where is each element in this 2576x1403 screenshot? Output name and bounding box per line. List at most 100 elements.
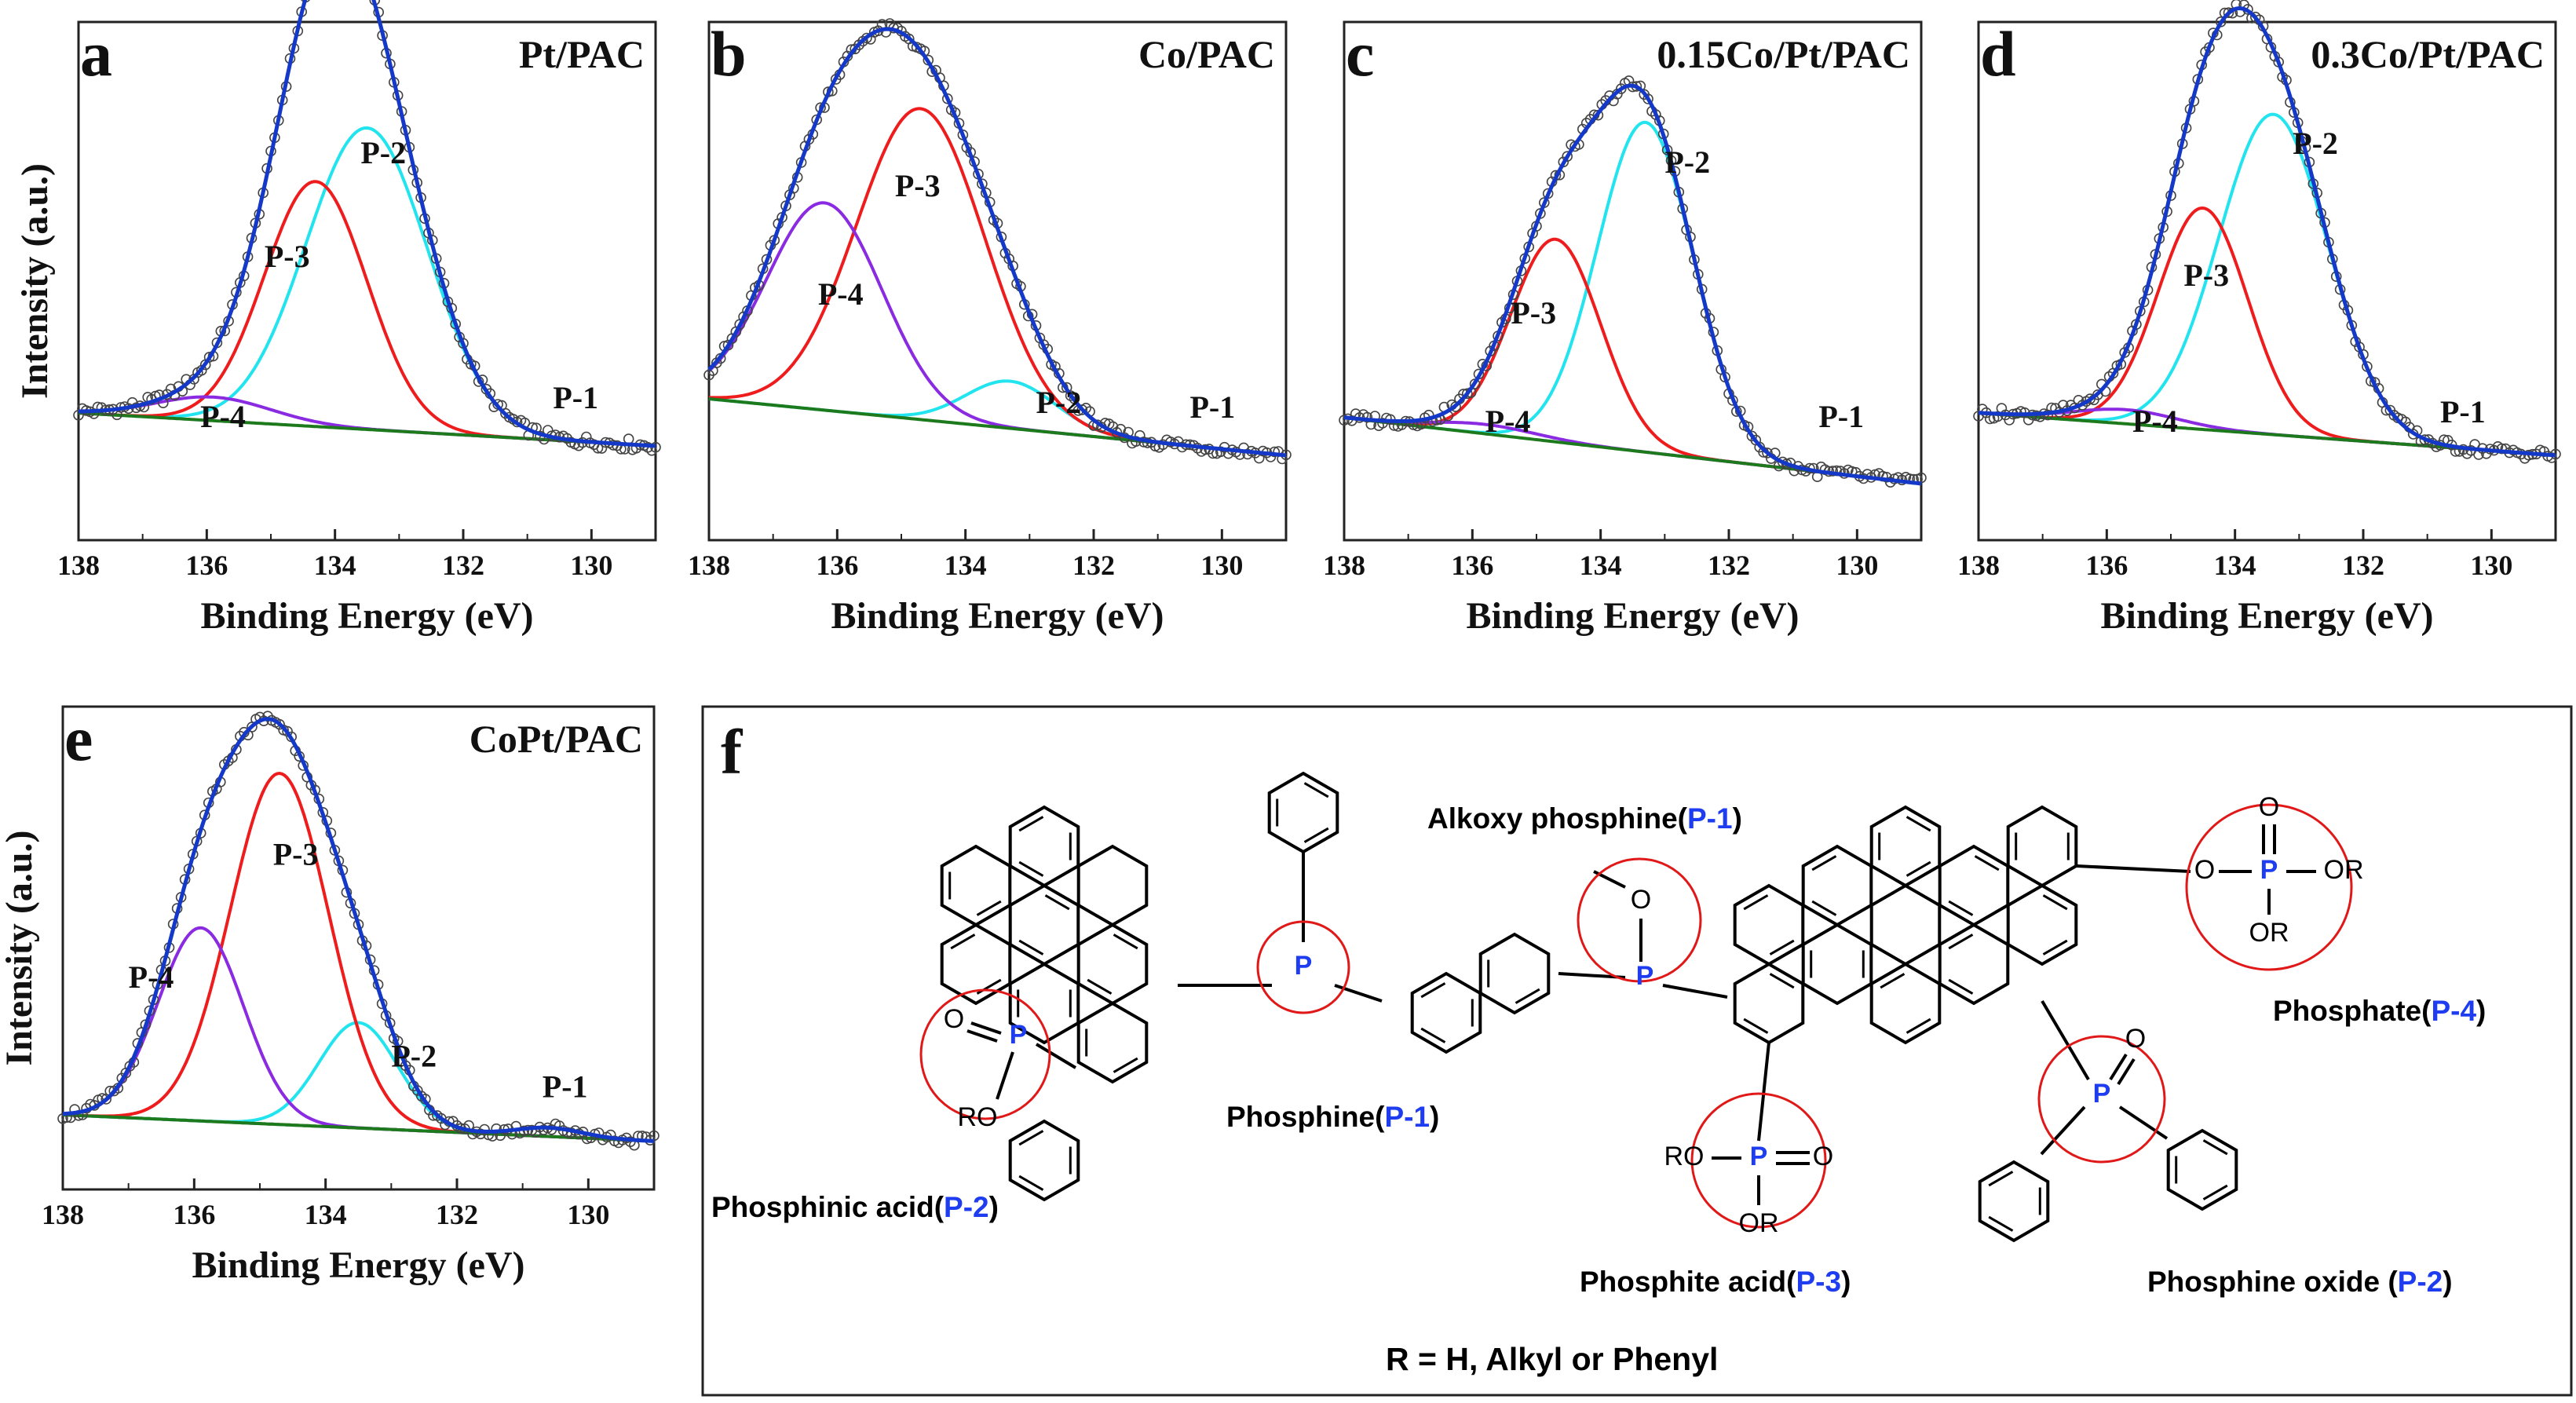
data-point (274, 718, 285, 730)
scheme-frame (701, 705, 2573, 1397)
chart-panel-d: 138 136 134 132 130 Binding Energy (eV) d 0.3Co… (1957, 0, 2561, 637)
bond (1420, 982, 1446, 999)
fitted-envelope (1978, 6, 2556, 458)
data-point (2546, 452, 2557, 463)
bond (976, 900, 1002, 916)
bond (1974, 855, 2000, 871)
x-tick-label: 134 (305, 1199, 347, 1230)
aromatic-ring (2006, 805, 2078, 888)
chart-panel-a: 138 136 134 132 130 Binding Energy (eV) Intens… (14, 0, 661, 637)
aromatic-ring (2006, 883, 2078, 966)
peak-annotation: P-2 (2293, 126, 2338, 161)
bond (1988, 1215, 2014, 1232)
data-point (479, 1123, 490, 1135)
bond (1662, 984, 1728, 999)
peak-annotation: P-1 (2440, 394, 2486, 429)
bond (1880, 973, 1906, 989)
y-axis-label: Intensity (a.u.) (14, 163, 56, 399)
x-tick-label: 132 (1072, 550, 1115, 581)
aromatic-ring (1478, 932, 1551, 1015)
highlight-circle (2185, 803, 2353, 971)
x-tick-label: 138 (1323, 550, 1365, 581)
peak-annotation: P-4 (1485, 404, 1531, 439)
scheme-highlight-circles (919, 803, 2353, 1229)
atom-label: P (2260, 855, 2278, 885)
peak-annotation: P-3 (2183, 258, 2229, 293)
atom-label: P (1010, 1020, 1028, 1050)
bond (1044, 894, 1070, 911)
fitted-envelope (1343, 83, 1922, 486)
bond (2109, 1053, 2128, 1081)
bond (1303, 782, 1329, 798)
peak-annotation: P-2 (391, 1038, 437, 1073)
plot-frame (1977, 20, 2557, 542)
bond (1018, 816, 1044, 832)
bond (2202, 1139, 2228, 1156)
chart-panel-e: 138 136 134 132 130 Binding Energy (eV) Intens… (0, 703, 660, 1286)
x-axis-label: Binding Energy (eV) (2100, 595, 2433, 637)
atom-label: RO (958, 1102, 998, 1132)
peak-annotation: P-3 (265, 239, 310, 274)
chart-title: 0.15Co/Pt/PAC (1657, 32, 1910, 76)
panel-label: b (711, 18, 747, 90)
bond (1906, 860, 1931, 877)
bond (1018, 1175, 1044, 1191)
peak-annotation: P-4 (818, 276, 864, 312)
x-tick-label: 138 (688, 550, 730, 581)
atom-label: RO (1664, 1142, 1705, 1171)
x-tick-label: 132 (442, 550, 484, 581)
label-phosphine-oxide: Phosphine oxide (P-2) (2147, 1266, 2453, 1298)
bond (1769, 973, 1795, 989)
bond (1811, 900, 1837, 916)
x-tick-label: 134 (1580, 550, 1622, 581)
atom-label: P (1295, 951, 1313, 981)
x-tick-label: 132 (2342, 550, 2384, 581)
bond (1035, 1043, 1077, 1069)
plot-frame (707, 20, 1288, 542)
highlight-circle (919, 988, 1051, 1120)
x-tick-label: 130 (567, 1199, 609, 1230)
data-point (1562, 151, 1573, 162)
highlight-circle (1256, 920, 1350, 1014)
label-phosphinic-acid: Phosphinic acid(P-2) (711, 1191, 999, 1223)
bond (1018, 939, 1044, 955)
x-tick-label: 134 (945, 550, 987, 581)
data-point (1642, 93, 1653, 104)
atom-label: O (944, 1004, 964, 1034)
xps-charts: 138 136 134 132 130 Binding Energy (eV) Intens… (0, 0, 2561, 1286)
bond (1948, 934, 1974, 950)
data-point (2223, 7, 2234, 19)
chart-panel-b: 138 136 134 132 130 Binding Energy (eV) b Co/PA… (688, 18, 1292, 637)
bond (1420, 1027, 1446, 1043)
data-point (500, 407, 511, 419)
atom-label: OR (1739, 1208, 1779, 1238)
aromatic-ring (1076, 844, 1149, 927)
chart-title: 0.3Co/Pt/PAC (2311, 32, 2545, 76)
atom-label: OR (2324, 855, 2364, 885)
x-tick-label: 138 (42, 1199, 84, 1230)
data-point (1069, 393, 1080, 404)
peak-annotation: P-4 (200, 399, 246, 434)
label-phosphite-acid: Phosphite acid(P-3) (1580, 1266, 1851, 1298)
aromatic-ring (1008, 1119, 1080, 1202)
bond (1906, 1018, 1931, 1034)
bond (1988, 1171, 2014, 1187)
chart-title: Pt/PAC (519, 32, 645, 76)
panel-label: a (80, 18, 112, 90)
atom-label: O (2259, 792, 2279, 822)
highlight-circle (1577, 857, 1702, 983)
atom-label: O (1631, 885, 1651, 915)
baseline (62, 1113, 655, 1143)
peak-annotation: P-2 (1664, 144, 1710, 180)
panel-label: c (1346, 18, 1374, 90)
highlight-circle (1690, 1092, 1827, 1229)
peak-annotation: P-3 (895, 168, 941, 203)
peak-annotation: P-1 (1190, 389, 1236, 425)
chart-title: CoPt/PAC (470, 717, 643, 761)
atom-label: P (2093, 1079, 2111, 1109)
bond (2042, 894, 2068, 911)
bond (970, 1021, 1002, 1035)
